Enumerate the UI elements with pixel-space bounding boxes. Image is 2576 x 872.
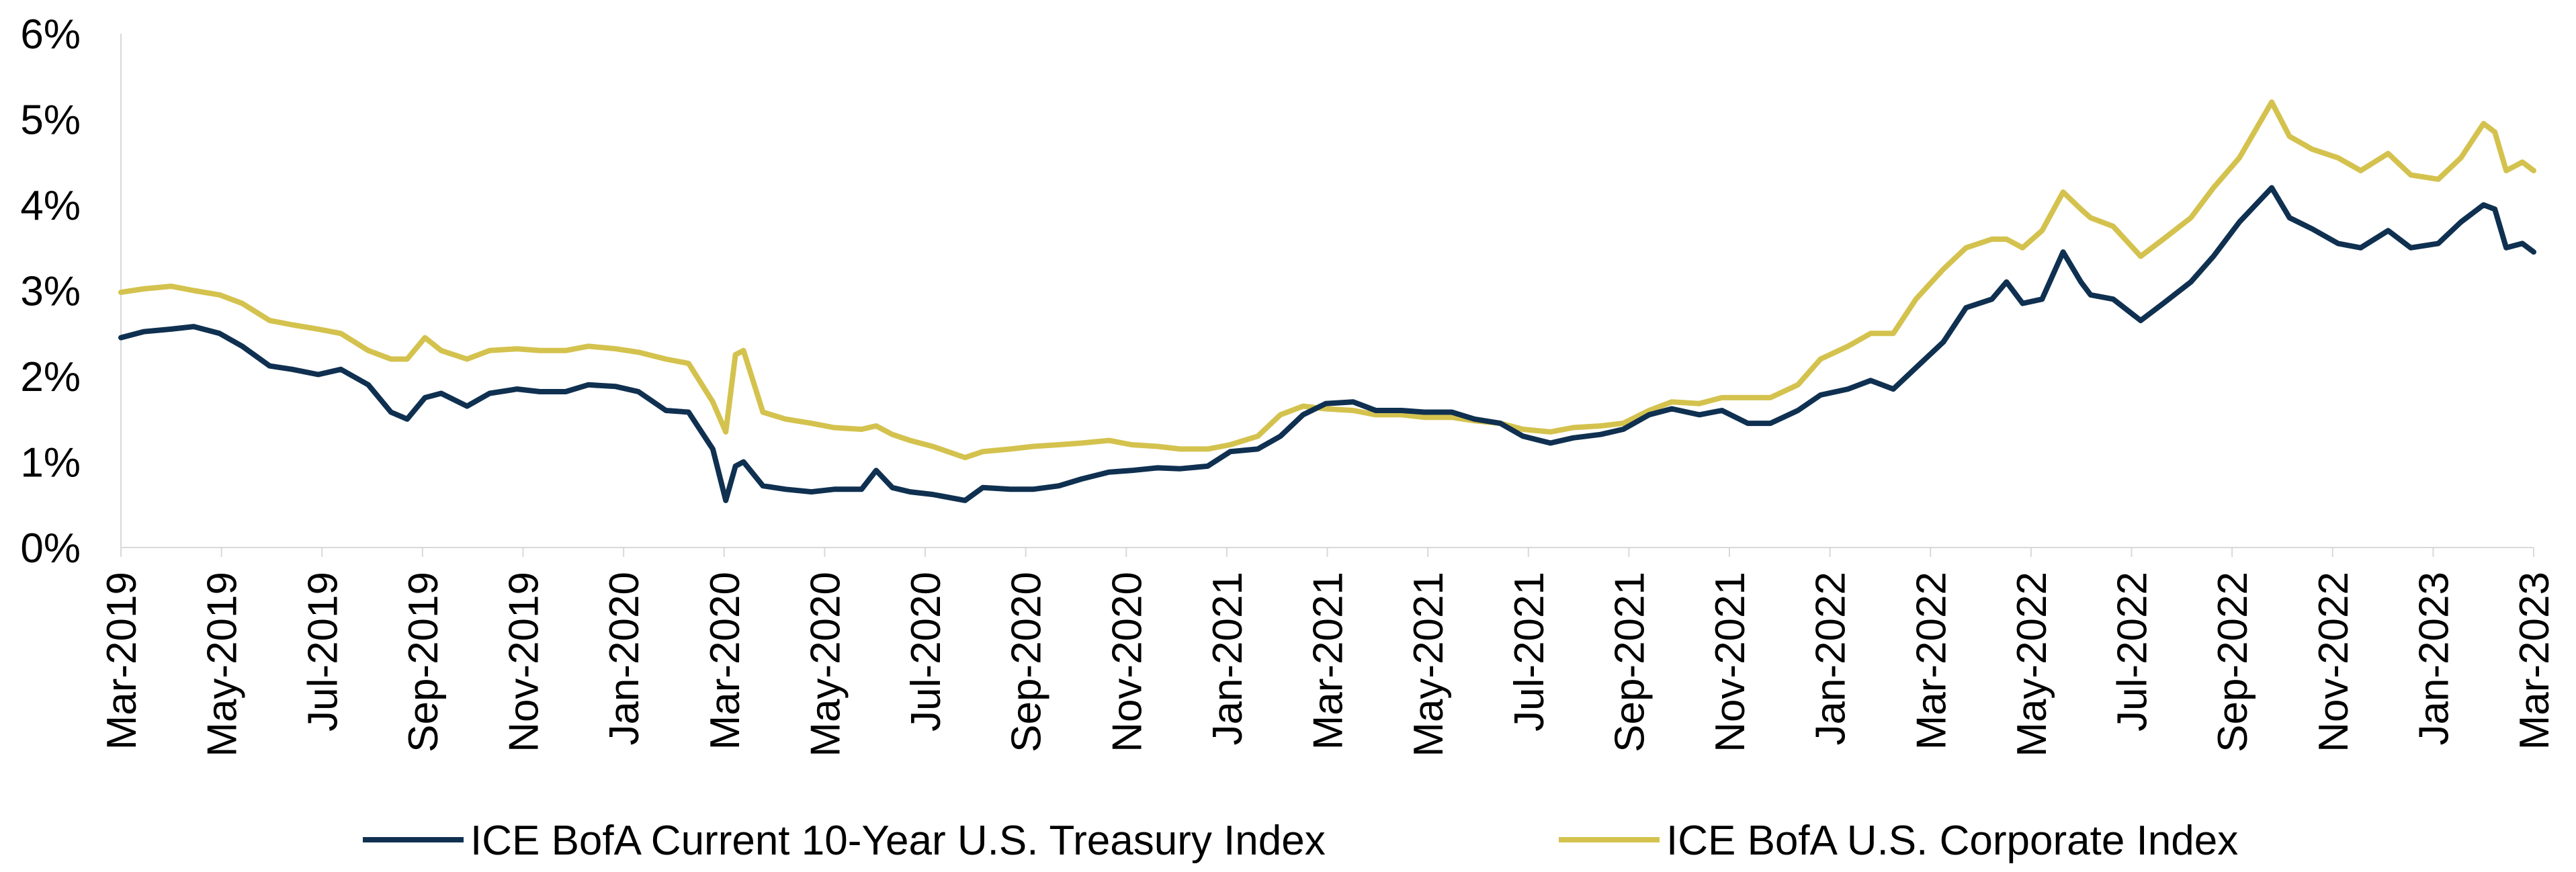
- x-tick-label: Mar-2020: [702, 572, 748, 750]
- legend-label-corporate: ICE BofA U.S. Corporate Index: [1666, 818, 2238, 864]
- y-tick-label: 2%: [20, 354, 81, 400]
- x-tick-label: Nov-2021: [1707, 572, 1754, 752]
- y-tick-label: 6%: [20, 11, 81, 58]
- y-tick-label: 4%: [20, 183, 81, 229]
- x-tick-label: Sep-2021: [1606, 572, 1653, 752]
- x-tick-label: Nov-2019: [501, 572, 548, 752]
- x-tick-label: Jul-2020: [903, 572, 949, 732]
- x-tick-label: Mar-2022: [1908, 572, 1955, 750]
- x-tick-label: Jan-2022: [1808, 572, 1854, 746]
- y-tick-label: 5%: [20, 97, 81, 144]
- x-tick-label: Nov-2020: [1104, 572, 1150, 752]
- legend: ICE BofA Current 10-Year U.S. Treasury I…: [363, 818, 2238, 864]
- x-tick-label: Jul-2021: [1506, 572, 1553, 732]
- y-tick-labels: 0% 1% 2% 3% 4% 5% 6%: [20, 11, 81, 572]
- y-tick-label: 1%: [20, 440, 81, 486]
- x-tick-label: May-2022: [2009, 572, 2055, 757]
- x-tick-label: Sep-2020: [1004, 572, 1050, 752]
- x-tick-label: Mar-2023: [2511, 572, 2558, 750]
- y-tick-label: 0%: [20, 525, 81, 572]
- series-line-treasury: [118, 185, 2536, 503]
- x-tick-label: Jan-2023: [2411, 572, 2457, 746]
- x-tick-label: Mar-2021: [1305, 572, 1352, 750]
- legend-item-corporate: ICE BofA U.S. Corporate Index: [1559, 818, 2238, 864]
- y-tick-label: 3%: [20, 269, 81, 315]
- legend-item-treasury: ICE BofA Current 10-Year U.S. Treasury I…: [363, 818, 1326, 864]
- x-tick-label: Sep-2022: [2210, 572, 2256, 752]
- series-line-corporate: [118, 99, 2536, 461]
- x-tick-label: Jan-2021: [1205, 572, 1251, 746]
- x-tick-label: Jul-2022: [2110, 572, 2156, 732]
- x-tick-label: Nov-2022: [2311, 572, 2357, 752]
- x-tick-label: May-2021: [1406, 572, 1452, 757]
- legend-label-treasury: ICE BofA Current 10-Year U.S. Treasury I…: [470, 818, 1326, 864]
- x-tick-label: May-2019: [200, 572, 246, 757]
- x-tick-label: Mar-2019: [99, 572, 145, 750]
- series-lines: [118, 99, 2536, 503]
- x-tick-labels: Mar-2019 May-2019 Jul-2019 Sep-2019 Nov-2019…: [99, 548, 2558, 757]
- x-tick-label: May-2020: [802, 572, 849, 757]
- x-tick-label: Jan-2020: [601, 572, 648, 746]
- x-tick-label: Sep-2019: [400, 572, 447, 752]
- x-tick-label: Jul-2019: [300, 572, 346, 732]
